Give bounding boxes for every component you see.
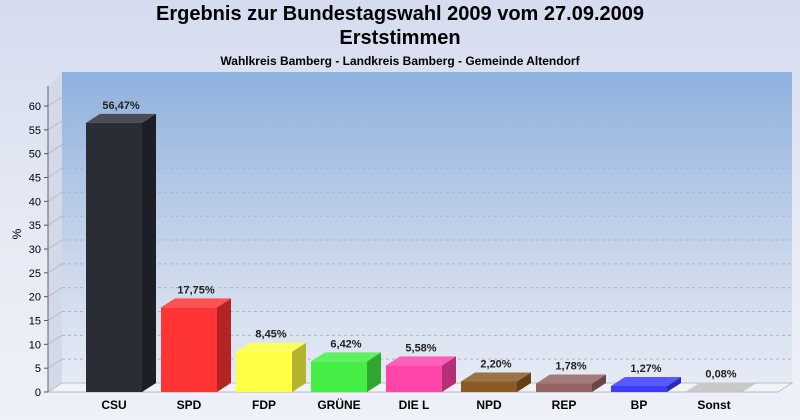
- gridline-side: [47, 334, 63, 345]
- bar-value-label: 5,58%: [405, 342, 436, 354]
- x-tick-label: FDP: [252, 398, 276, 412]
- y-tick-label: 35: [29, 220, 41, 232]
- y-tick-label: 25: [29, 268, 41, 280]
- bar-rep: 1,78%: [536, 361, 606, 392]
- x-tick-label: Sonst: [697, 398, 730, 412]
- y-tick-label: 30: [29, 244, 41, 256]
- x-tick-label: CSU: [101, 398, 126, 412]
- bar-sonst: 0,08%: [686, 369, 756, 393]
- bar-side: [142, 113, 156, 393]
- plot-back-wall: [62, 72, 792, 383]
- plot-side-wall: [48, 72, 62, 392]
- bar-csu: 56,47%: [86, 100, 156, 393]
- gridline-side: [47, 311, 63, 321]
- bar-value-label: 1,27%: [630, 363, 661, 375]
- bar-bp: 1,27%: [611, 363, 681, 392]
- bar-value-label: 17,75%: [177, 284, 215, 296]
- x-tick-label: SPD: [177, 398, 202, 412]
- y-tick-label: 50: [29, 149, 41, 161]
- gridline-side: [47, 215, 63, 226]
- gridline-side: [47, 239, 63, 250]
- bar-top: [686, 382, 756, 392]
- bar-value-label: 2,20%: [480, 359, 511, 371]
- bar-front: [161, 307, 217, 392]
- chart-title-line-2: Erststimmen: [339, 27, 461, 49]
- bar-npd: 2,20%: [461, 359, 531, 392]
- bar-front: [311, 361, 367, 392]
- bar-side: [517, 372, 531, 392]
- bar-side: [367, 352, 381, 392]
- bar-top: [611, 376, 681, 386]
- bar-side: [217, 298, 231, 392]
- x-tick-label: BP: [631, 398, 648, 412]
- bar-top: [386, 356, 456, 366]
- y-tick-label: 0: [35, 387, 41, 399]
- bar-spd: 17,75%: [161, 284, 231, 392]
- bar-fdp: 8,45%: [236, 329, 306, 392]
- gridline-side: [47, 144, 63, 155]
- gridline-side: [47, 191, 63, 202]
- y-tick-label: 45: [29, 173, 41, 185]
- bar-value-label: 6,42%: [330, 338, 361, 350]
- x-tick-label: DIE L: [399, 398, 430, 412]
- bar-gr-ne: 6,42%: [311, 338, 381, 392]
- bar-side: [592, 374, 606, 392]
- y-tick-label: 15: [29, 316, 41, 328]
- bar-side: [442, 356, 456, 392]
- bar-top: [311, 352, 381, 362]
- bar-front: [686, 391, 742, 393]
- bar-value-label: 8,45%: [255, 329, 286, 341]
- gridline-side: [47, 120, 63, 131]
- y-tick-label: 5: [35, 363, 41, 375]
- bar-front: [461, 381, 517, 392]
- bar-die-l: 5,58%: [386, 342, 456, 392]
- bar-top: [86, 113, 156, 123]
- y-tick-label: 10: [29, 339, 41, 351]
- gridline-side: [47, 287, 63, 298]
- bar-front: [86, 122, 142, 393]
- gridline-side: [47, 96, 63, 107]
- chart-subtitle: Wahlkreis Bamberg - Landkreis Bamberg - …: [220, 54, 580, 68]
- bar-top: [461, 372, 531, 382]
- x-tick-label: GRÜNE: [317, 397, 360, 412]
- gridline-side: [47, 358, 63, 369]
- bar-front: [236, 351, 292, 392]
- bar-value-label: 1,78%: [555, 361, 586, 373]
- bar-front: [611, 385, 667, 392]
- bar-top: [161, 298, 231, 308]
- bar-front: [386, 365, 442, 392]
- x-tick-label: REP: [552, 398, 577, 412]
- gridline-side: [47, 168, 63, 178]
- bar-value-label: 56,47%: [102, 100, 140, 112]
- bar-top: [236, 342, 306, 352]
- bar-side: [742, 382, 756, 392]
- bar-value-label: 0,08%: [705, 369, 736, 381]
- x-tick-label: NPD: [476, 398, 502, 412]
- y-tick-label: 60: [29, 101, 41, 113]
- bar-side: [667, 376, 681, 392]
- y-tick-label: 20: [29, 292, 41, 304]
- y-tick-label: 55: [29, 125, 41, 137]
- bar-front: [536, 383, 592, 392]
- y-tick-label: 40: [29, 196, 41, 208]
- gridline-side: [47, 263, 63, 274]
- chart-title: Ergebnis zur Bundestagswahl 2009 vom 27.…: [156, 3, 644, 25]
- bar-side: [292, 342, 306, 392]
- bar-top: [536, 374, 606, 384]
- y-axis-label: %: [10, 228, 24, 239]
